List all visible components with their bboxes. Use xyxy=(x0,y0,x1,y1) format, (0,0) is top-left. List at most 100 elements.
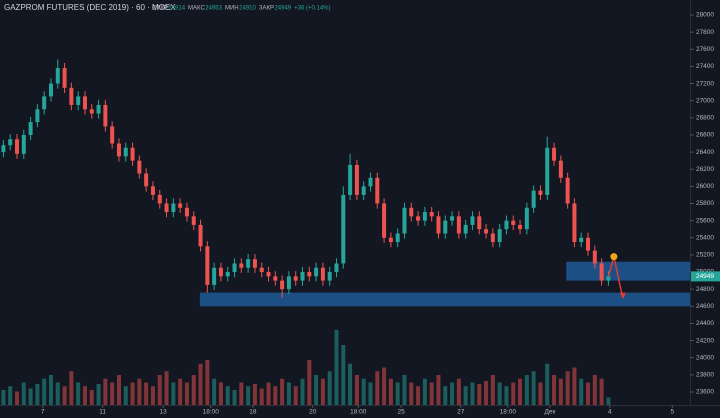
volume-bar xyxy=(123,386,128,405)
volume-bar xyxy=(8,386,13,405)
volume-bar xyxy=(314,375,319,405)
candle-body xyxy=(225,272,230,277)
volume-bar xyxy=(456,378,461,405)
volume-bar xyxy=(416,386,421,405)
volume-bar xyxy=(150,386,155,405)
candle-body xyxy=(252,259,257,268)
volume-bar xyxy=(395,382,400,405)
candle-body xyxy=(286,276,291,290)
x-tick-label: 18:00 xyxy=(203,409,220,416)
volume-bar xyxy=(490,375,495,405)
price-badge xyxy=(691,271,720,282)
candle-body xyxy=(450,216,455,221)
y-tick-label: 25600 xyxy=(696,217,714,224)
volume-bar xyxy=(572,367,577,405)
volume-bar xyxy=(293,386,298,405)
volume-bar xyxy=(246,386,251,405)
x-tick-label: 13 xyxy=(160,409,168,416)
header-value: 24949 xyxy=(274,6,291,12)
volume-bar xyxy=(42,378,47,405)
candle-body xyxy=(273,276,278,281)
candle-body xyxy=(565,177,570,204)
candle-body xyxy=(538,190,543,195)
volume-bar xyxy=(48,375,53,405)
price-badge-label: 24949 xyxy=(696,273,714,280)
volume-bar xyxy=(579,378,584,405)
candle-body xyxy=(552,147,557,161)
candle-body xyxy=(497,229,502,243)
volume-bar xyxy=(558,378,563,405)
volume-bar xyxy=(266,382,271,405)
volume-bar xyxy=(21,382,26,405)
x-tick-label: 27 xyxy=(457,409,465,416)
candle-body xyxy=(55,68,60,84)
volume-bar xyxy=(382,367,387,405)
x-tick-label: 11 xyxy=(99,409,106,416)
x-tick-label: 25 xyxy=(397,409,405,416)
volume-bar xyxy=(205,360,210,405)
candle-body xyxy=(178,203,183,208)
x-tick-label: 18:00 xyxy=(500,409,517,416)
arrow-head xyxy=(619,292,626,299)
candle-body xyxy=(232,263,237,273)
volume-bar xyxy=(62,386,67,405)
candle-body xyxy=(300,272,305,281)
candle-body xyxy=(82,96,87,110)
candle-body xyxy=(409,207,414,217)
candle-body xyxy=(164,203,169,213)
candle-body xyxy=(314,267,319,277)
volume-bar xyxy=(443,386,448,405)
candle-body xyxy=(504,220,509,230)
volume-bar xyxy=(497,382,502,405)
chart-title: GAZPROM FUTURES (DEC 2019) · 60 · MOEX xyxy=(4,3,176,12)
candle-body xyxy=(116,143,121,157)
volume-bar xyxy=(55,382,60,405)
volume-bar xyxy=(531,371,536,405)
y-tick-label: 23800 xyxy=(696,372,714,379)
volume-bar xyxy=(368,382,373,405)
y-tick-label: 24600 xyxy=(696,303,714,310)
volume-bar xyxy=(116,375,121,405)
candle-body xyxy=(368,177,373,187)
volume-bar xyxy=(225,386,230,405)
candle-body xyxy=(184,207,189,217)
volume-bar xyxy=(239,382,244,405)
y-tick-label: 27200 xyxy=(696,80,714,87)
volume-bar xyxy=(273,386,278,405)
y-tick-label: 25400 xyxy=(696,234,714,241)
candle-body xyxy=(280,280,285,290)
y-tick-label: 24400 xyxy=(696,320,714,327)
volume-bar xyxy=(348,363,353,405)
volume-bar xyxy=(286,382,291,405)
candle-body xyxy=(354,164,359,195)
header-value: 24953 xyxy=(205,6,222,12)
candle-body xyxy=(429,212,434,217)
projection-point xyxy=(610,253,618,261)
candle-body xyxy=(1,145,6,153)
volume-bar xyxy=(184,382,189,405)
candle-body xyxy=(171,203,176,213)
candle-body xyxy=(579,237,584,243)
header-value: 24914 xyxy=(168,6,185,12)
y-tick-label: 24000 xyxy=(696,354,714,361)
candle-body xyxy=(463,224,468,234)
candle-body xyxy=(35,109,40,123)
candle-body xyxy=(490,233,495,243)
candle-body xyxy=(48,83,53,97)
x-tick-label: 4 xyxy=(608,409,612,416)
candle-body xyxy=(320,267,325,281)
volume-bar xyxy=(450,382,455,405)
volume-bar xyxy=(504,386,509,405)
header-label: МАКС xyxy=(188,6,205,12)
volume-bar xyxy=(164,371,169,405)
volume-bar xyxy=(463,386,468,405)
volume-bar xyxy=(252,384,257,405)
header-value: 24910 xyxy=(239,6,256,12)
candle-body xyxy=(524,207,529,230)
candle-body xyxy=(239,263,244,268)
candle-body xyxy=(456,216,461,234)
volume-bar xyxy=(327,371,332,405)
volume-bar xyxy=(524,375,529,405)
candle-body xyxy=(246,259,251,268)
